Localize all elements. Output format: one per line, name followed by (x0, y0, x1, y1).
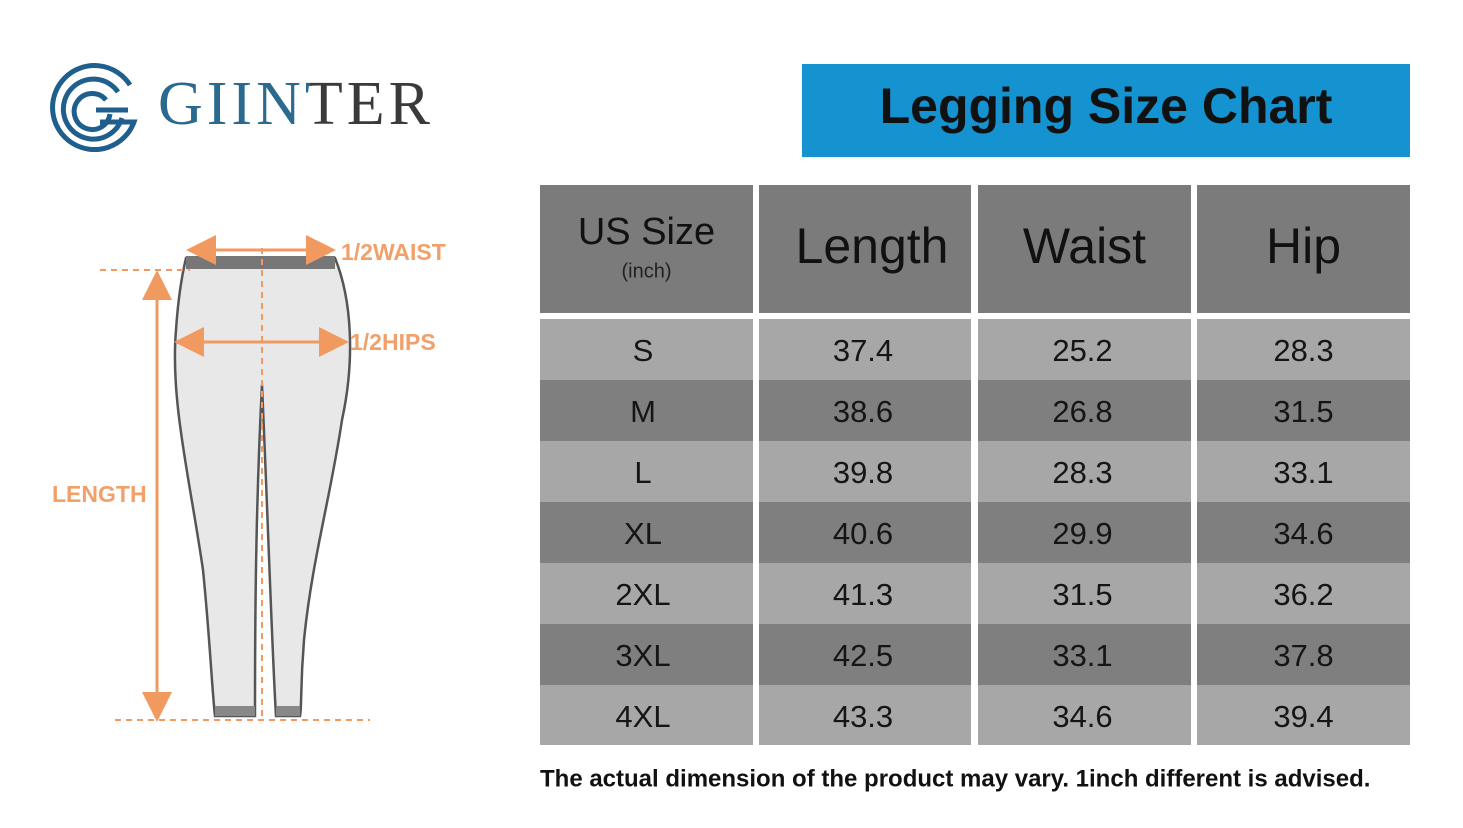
table-cell (978, 319, 1191, 380)
table-value: 3XL (615, 638, 670, 673)
table-value: 33.1 (1052, 638, 1112, 673)
table-cell (978, 685, 1191, 745)
length-label: LENGTH (52, 481, 147, 507)
note: The actual dimension of the product may … (540, 765, 1370, 792)
header-unit: (inch) (621, 260, 671, 282)
table-value: 29.9 (1052, 516, 1112, 551)
table-value: 34.6 (1273, 516, 1333, 551)
table-value: 37.4 (833, 333, 893, 368)
table-value: 42.5 (833, 638, 893, 673)
brand: GIINTER (158, 70, 434, 138)
table-cell (540, 563, 753, 624)
header-cell (978, 185, 1191, 313)
table-value: 28.3 (1273, 333, 1333, 368)
header-column: Waist (1023, 218, 1146, 274)
table-value: S (633, 333, 654, 368)
table-cell (540, 685, 753, 745)
table-cell (1197, 563, 1410, 624)
header-cell (759, 185, 971, 313)
header-size: US Size (578, 211, 715, 253)
table-value: XL (624, 516, 662, 551)
table-value: 38.6 (833, 394, 893, 429)
table-cell (1197, 502, 1410, 563)
table-cell (1197, 685, 1410, 745)
table-value: 37.8 (1273, 638, 1333, 673)
hips-label: 1/2HIPS (350, 329, 436, 355)
table-value: 25.2 (1052, 333, 1112, 368)
table-cell (759, 624, 971, 685)
table-cell (1197, 441, 1410, 502)
header-column: Hip (1266, 218, 1341, 274)
table-cell (759, 441, 971, 502)
table-cell (759, 563, 971, 624)
logo (50, 63, 138, 152)
table-value: 4XL (615, 699, 670, 734)
table-cell (978, 502, 1191, 563)
table-cell (978, 563, 1191, 624)
header-cell (540, 185, 753, 313)
table-value: 2XL (615, 577, 670, 612)
table-cell (978, 441, 1191, 502)
table-cell (1197, 380, 1410, 441)
leggings-diagram (100, 235, 370, 722)
size-table: US Size (inch) Length Waist Hip S 37.4 25.2 28.3… (540, 185, 1410, 745)
header-cell (1197, 185, 1410, 313)
table-value: 41.3 (833, 577, 893, 612)
table-cell (540, 380, 753, 441)
table-cell (540, 624, 753, 685)
table-cell (540, 502, 753, 563)
table-cell (540, 319, 753, 380)
table-cell (978, 624, 1191, 685)
table-value: 34.6 (1052, 699, 1112, 734)
table-value: 40.6 (833, 516, 893, 551)
table-value: 33.1 (1273, 455, 1333, 490)
header-column: Length (796, 218, 949, 274)
table-cell (978, 380, 1191, 441)
table-cell (540, 441, 753, 502)
table-value: 36.2 (1273, 577, 1333, 612)
table-cell (1197, 624, 1410, 685)
table-cell (1197, 319, 1410, 380)
table-cell (759, 685, 971, 745)
table-value: 31.5 (1052, 577, 1112, 612)
table-value: 31.5 (1273, 394, 1333, 429)
table-value: M (630, 394, 656, 429)
table-value: 39.8 (833, 455, 893, 490)
title: Legging Size Chart (880, 78, 1333, 134)
table-value: 26.8 (1052, 394, 1112, 429)
table-value: 28.3 (1052, 455, 1112, 490)
waist-label: 1/2WAIST (341, 239, 446, 265)
table-value: L (634, 455, 651, 490)
table-cell (759, 502, 971, 563)
title-box (802, 64, 1410, 157)
table-value: 39.4 (1273, 699, 1333, 734)
table-cell (759, 319, 971, 380)
table-value: 43.3 (833, 699, 893, 734)
table-cell (759, 380, 971, 441)
